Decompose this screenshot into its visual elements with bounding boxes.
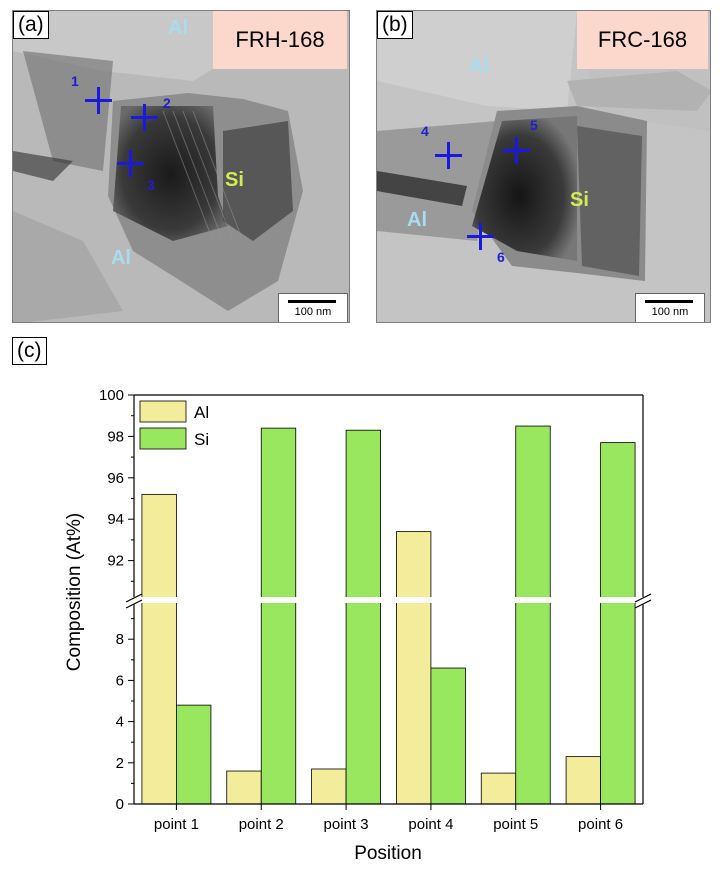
scale-bar: 100 nm [635,293,705,322]
bar-al-point-3 [311,768,347,805]
break-mark-left [125,593,143,603]
point-marker-cross [467,223,494,250]
point-number-5: 5 [530,117,538,133]
y-tick-label: 2 [116,755,124,772]
y-tick-label: 96 [107,470,124,487]
phase-label-al: Al [111,247,131,269]
phase-label-al: Al [168,17,188,39]
y-tick-label: 92 [107,553,124,570]
phase-label-al: Al [469,55,489,77]
bar-al-point-2 [226,770,262,805]
tem-image-frh-168: (a) FRH-168 Al Al Si 1 2 3 100 nm [12,10,350,323]
scale-bar-label: 100 nm [294,306,332,318]
y-tick-label: 8 [116,631,124,648]
sample-label-frc-168: FRC-168 [577,11,708,69]
panel-label-c: (c) [12,337,47,365]
x-axis-ticks: point 1 point 2 point 3 point 4 point 5 point… [154,804,623,833]
bar-si-point-5 [515,425,551,805]
x-axis-label: Position [354,843,422,864]
panel-label-b: (b) [377,11,413,39]
point-number-1: 1 [71,73,79,89]
x-tick-label: point 4 [408,816,453,833]
phase-label-al: Al [407,209,427,231]
bar-al-point-5 [480,772,517,805]
phase-label-si: Si [225,169,244,191]
legend-label-al: Al [194,403,209,422]
scale-bar: 100 nm [278,293,348,322]
tem-image-frc-168: (b) FRC-168 Al Al Si 4 5 6 100 nm [376,10,711,323]
x-tick-label: point 2 [239,816,284,833]
break-mark-left [125,599,143,609]
y-tick-label: 4 [116,714,124,731]
x-tick-label: point 3 [324,816,369,833]
legend: Al Si [139,400,209,450]
point-marker-cross [131,104,158,131]
break-mark-right [634,599,652,609]
y-tick-label: 6 [116,672,124,689]
y-tick-label: 98 [107,428,124,445]
y-tick-label: 100 [99,387,124,404]
legend-label-si: Si [194,430,209,449]
bar-al-point-1 [141,493,177,805]
point-number-4: 4 [421,123,429,139]
point-number-3: 3 [147,177,155,193]
scale-bar-label: 100 nm [651,306,689,318]
point-marker-cross [85,87,112,114]
bar-al-point-4 [396,531,432,805]
x-tick-label: point 5 [493,816,538,833]
sample-label-frh-168: FRH-168 [213,11,347,69]
bar-si-point-1 [176,704,212,805]
x-tick-label: point 1 [154,816,199,833]
point-marker-cross [435,142,462,169]
y-axis-ticks: 0 2 4 6 8 92 94 96 98 100 [99,387,134,813]
scale-bar-line [645,300,693,303]
point-number-6: 6 [497,249,505,265]
point-marker-cross [503,137,530,164]
bar-al-point-6 [565,756,601,805]
x-tick-label: point 6 [578,816,623,833]
bar-si-point-2 [260,427,297,805]
legend-swatch-si [139,427,187,450]
bar-si-point-6 [600,442,636,805]
axes-frame [125,394,652,805]
y-tick-label: 94 [107,511,124,528]
panel-label-a: (a) [13,11,49,39]
point-marker-cross [117,150,144,177]
point-number-2: 2 [163,95,171,111]
phase-label-si: Si [570,189,589,211]
bar-si-point-4 [430,667,466,805]
y-tick-label: 0 [116,796,124,813]
legend-swatch-al [139,400,187,423]
bar-group [134,425,643,805]
bar-si-point-3 [345,429,381,805]
scale-bar-line [288,300,336,303]
break-mark-right [634,593,652,603]
axis-break-gap [134,597,643,603]
y-axis-label: Composition (At%) [64,513,85,671]
